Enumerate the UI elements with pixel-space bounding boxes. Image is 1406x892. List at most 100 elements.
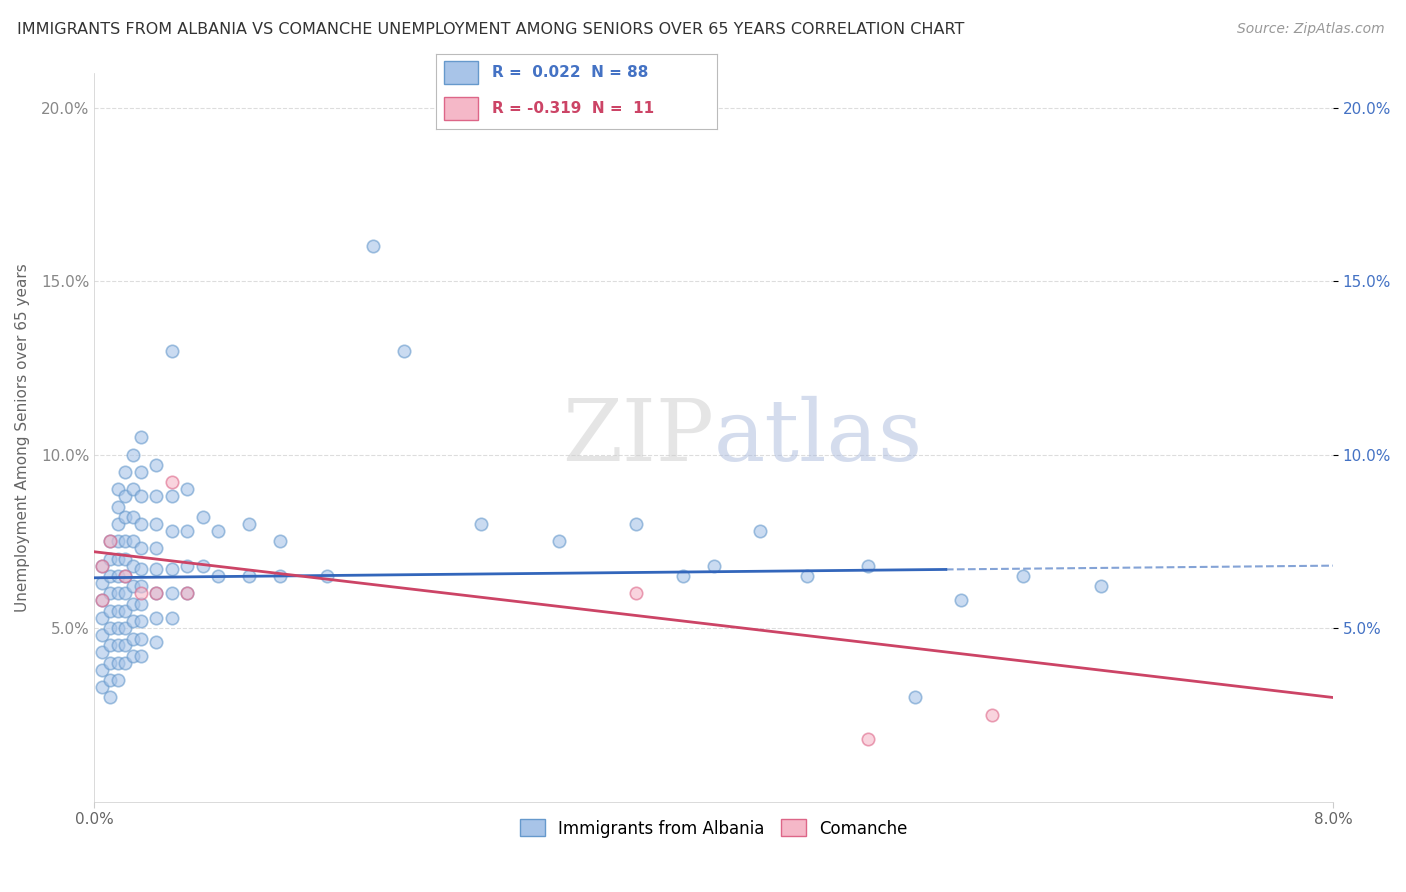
Point xyxy=(91,645,114,659)
Point xyxy=(207,569,229,583)
Point xyxy=(91,663,114,677)
Point xyxy=(91,593,114,607)
Text: R =  0.022  N = 88: R = 0.022 N = 88 xyxy=(492,65,648,80)
Point xyxy=(238,516,260,531)
Point xyxy=(98,586,121,600)
Point xyxy=(122,510,145,524)
Point xyxy=(107,621,129,635)
Point xyxy=(904,690,927,705)
Point xyxy=(122,579,145,593)
Point xyxy=(107,516,129,531)
Point xyxy=(470,516,492,531)
Point xyxy=(176,483,198,497)
Point xyxy=(129,586,152,600)
Point xyxy=(145,586,167,600)
Point xyxy=(122,614,145,628)
Point xyxy=(91,593,114,607)
Point xyxy=(238,569,260,583)
Point xyxy=(1012,569,1035,583)
Point xyxy=(114,551,136,566)
Point xyxy=(129,430,152,444)
Point xyxy=(672,569,695,583)
Point xyxy=(315,569,337,583)
Point xyxy=(145,516,167,531)
Point xyxy=(98,604,121,618)
Point xyxy=(950,593,973,607)
Point xyxy=(176,586,198,600)
Point xyxy=(98,534,121,549)
Point xyxy=(114,465,136,479)
Point xyxy=(269,534,291,549)
Text: atlas: atlas xyxy=(714,396,922,479)
Point xyxy=(858,732,880,747)
Point xyxy=(981,707,1004,722)
Point xyxy=(114,656,136,670)
Point xyxy=(145,586,167,600)
Point xyxy=(626,516,648,531)
Point xyxy=(98,621,121,635)
Point xyxy=(129,632,152,646)
Point xyxy=(160,562,183,576)
Point xyxy=(114,510,136,524)
Point xyxy=(703,558,725,573)
Point xyxy=(122,648,145,663)
Point xyxy=(122,558,145,573)
Point xyxy=(122,597,145,611)
Point xyxy=(107,500,129,514)
Point xyxy=(98,551,121,566)
Point xyxy=(129,516,152,531)
Point xyxy=(145,458,167,472)
Point xyxy=(98,569,121,583)
Legend: Immigrants from Albania, Comanche: Immigrants from Albania, Comanche xyxy=(513,813,914,844)
Point xyxy=(114,621,136,635)
Point xyxy=(129,614,152,628)
Point xyxy=(91,558,114,573)
Text: ZIP: ZIP xyxy=(562,396,714,479)
Y-axis label: Unemployment Among Seniors over 65 years: Unemployment Among Seniors over 65 years xyxy=(15,263,30,612)
Point xyxy=(91,680,114,694)
Point xyxy=(107,534,129,549)
Point xyxy=(98,534,121,549)
Point xyxy=(176,558,198,573)
FancyBboxPatch shape xyxy=(444,97,478,120)
Point xyxy=(129,597,152,611)
Text: R = -0.319  N =  11: R = -0.319 N = 11 xyxy=(492,102,654,116)
Point xyxy=(114,569,136,583)
Point xyxy=(114,639,136,653)
Point xyxy=(107,483,129,497)
FancyBboxPatch shape xyxy=(444,62,478,84)
Point xyxy=(176,586,198,600)
Point xyxy=(160,489,183,503)
Point xyxy=(98,673,121,687)
Point xyxy=(122,448,145,462)
Point xyxy=(129,489,152,503)
Point xyxy=(145,541,167,556)
Point xyxy=(858,558,880,573)
Point xyxy=(129,541,152,556)
Point xyxy=(122,632,145,646)
Point xyxy=(547,534,569,549)
Point xyxy=(107,639,129,653)
Point xyxy=(160,524,183,538)
Point xyxy=(114,604,136,618)
Point xyxy=(145,489,167,503)
Point xyxy=(122,534,145,549)
Point xyxy=(129,562,152,576)
Point xyxy=(91,576,114,591)
Point xyxy=(145,635,167,649)
Point xyxy=(160,343,183,358)
Point xyxy=(98,639,121,653)
Text: Source: ZipAtlas.com: Source: ZipAtlas.com xyxy=(1237,22,1385,37)
Point xyxy=(98,690,121,705)
Point xyxy=(361,239,384,253)
Point xyxy=(107,586,129,600)
Point xyxy=(98,656,121,670)
Point xyxy=(160,475,183,490)
Point xyxy=(114,534,136,549)
Point xyxy=(107,551,129,566)
Text: IMMIGRANTS FROM ALBANIA VS COMANCHE UNEMPLOYMENT AMONG SENIORS OVER 65 YEARS COR: IMMIGRANTS FROM ALBANIA VS COMANCHE UNEM… xyxy=(17,22,965,37)
Point xyxy=(129,579,152,593)
Point xyxy=(1090,579,1112,593)
Point xyxy=(91,610,114,624)
Point xyxy=(191,558,214,573)
